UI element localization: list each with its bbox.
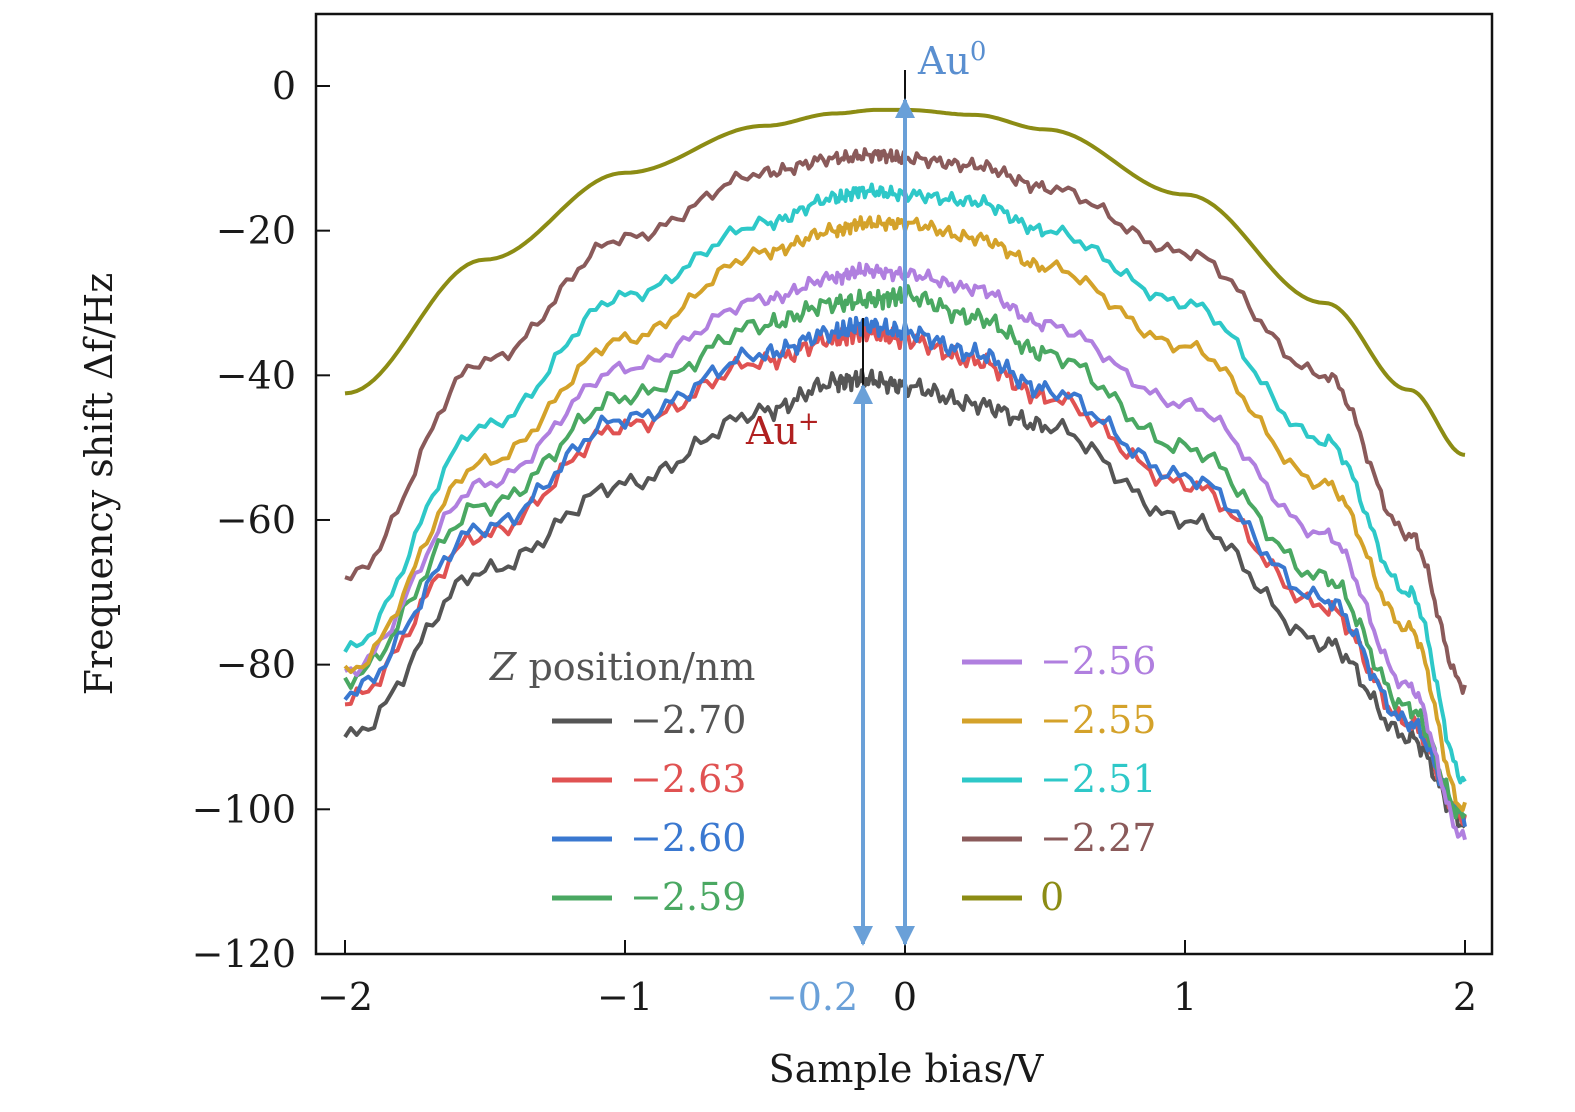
legend-entry: −2.59	[630, 875, 746, 919]
y-tick-label: −80	[216, 643, 296, 687]
legend-entry: 0	[1040, 875, 1064, 919]
legend-entry: −2.51	[1040, 757, 1156, 801]
y-tick-label: −20	[216, 209, 296, 253]
axes: −2 −1 0 1 2 0 −20 −40 −60 −80 −100 −120	[192, 12, 1494, 1019]
y-tick-label: −120	[192, 932, 296, 976]
legend-entry: −2.70	[630, 698, 746, 742]
y-tick-label: 0	[272, 64, 296, 108]
legend-entry: −2.63	[630, 757, 746, 801]
x-tick-label: −1	[597, 975, 653, 1019]
legend-title: Z position/nm	[489, 645, 755, 689]
y-tick-label: −100	[192, 787, 296, 831]
y-tick-label: −60	[216, 498, 296, 542]
legend-entry: −2.55	[1040, 698, 1156, 742]
annotation-layer: Au0 Au+ −0.2	[745, 37, 986, 1019]
y-axis-label: Frequency shift Δf/Hz	[77, 273, 121, 696]
au-plus-label: Au+	[745, 407, 820, 453]
y-tick-label: −40	[216, 353, 296, 397]
legend-entry: −2.56	[1040, 639, 1156, 683]
x-tick-label: 2	[1453, 975, 1477, 1019]
au0-label: Au0	[917, 37, 986, 83]
legend-entry: −2.27	[1040, 816, 1156, 860]
legend-entry: −2.60	[630, 816, 746, 860]
bias-annotation-label: −0.2	[766, 975, 858, 1019]
x-tick-label: 0	[893, 975, 917, 1019]
legend: Z position/nm −2.70 −2.63 −2.60 −2.59 −2.56 −2…	[489, 639, 1156, 919]
x-tick-label: −2	[317, 975, 373, 1019]
x-tick-label: 1	[1173, 975, 1197, 1019]
x-axis-label: Sample bias/V	[769, 1047, 1044, 1091]
